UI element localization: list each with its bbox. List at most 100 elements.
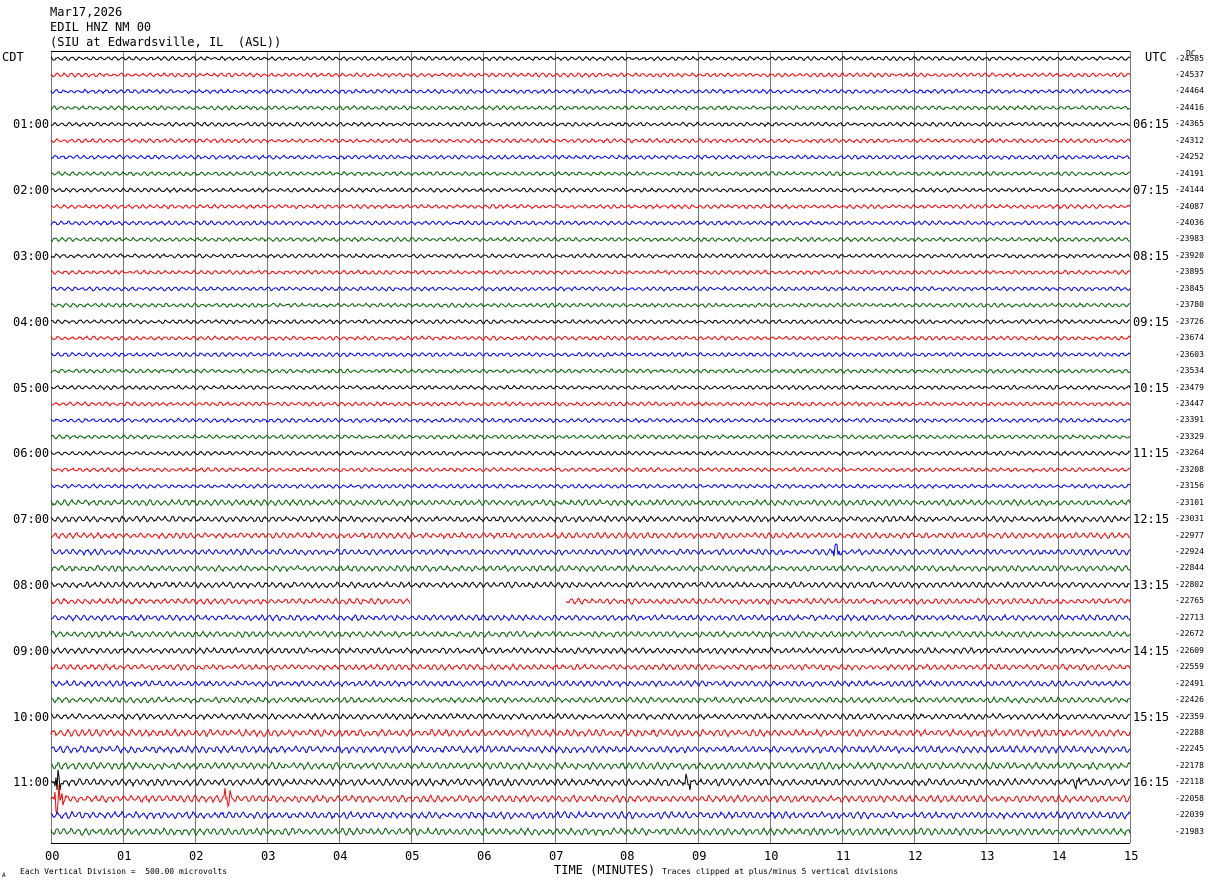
dc-offset-label: -23156 (1175, 481, 1204, 490)
dc-offset-label: -22609 (1175, 646, 1204, 655)
dc-offset-label: -24144 (1175, 185, 1204, 194)
seismic-trace (50, 679, 1131, 688)
dc-offset-label: -23895 (1175, 267, 1204, 276)
seismic-trace (50, 744, 1131, 755)
dc-offset-label: -23447 (1175, 399, 1204, 408)
left-hour-label: 07:00 (13, 512, 50, 526)
left-hour-label: 10:00 (13, 710, 50, 724)
dc-offset-label: -22802 (1175, 580, 1204, 589)
seismic-trace (50, 351, 1131, 358)
dc-offset-label: -23726 (1175, 317, 1204, 326)
seismic-trace (50, 630, 1131, 639)
seismic-trace (50, 761, 1131, 771)
right-hour-label: 11:15 (1133, 446, 1170, 460)
dc-offset-label: -23920 (1175, 251, 1204, 260)
seismic-trace (50, 580, 1130, 589)
dc-offset-label: -22977 (1175, 531, 1204, 540)
scale-note: Each Vertical Division = 500.00 microvol… (20, 867, 228, 876)
seismic-trace (50, 663, 1131, 672)
seismic-trace (50, 236, 1131, 243)
seismic-trace (50, 433, 1131, 440)
x-axis-title: TIME (MINUTES) (554, 863, 656, 877)
right-hour-label: 14:15 (1133, 644, 1170, 658)
dc-offset-label: -23479 (1175, 383, 1204, 392)
dc-offset-label: -22118 (1175, 777, 1204, 786)
seismic-trace (50, 646, 1131, 655)
x-tick-label: 15 (1124, 849, 1139, 863)
dc-offset-label: -23674 (1175, 333, 1204, 342)
location-label: (SIU at Edwardsville, IL (ASL)) (50, 35, 282, 49)
x-tick-label: 10 (764, 849, 779, 863)
dc-offset-label: -23264 (1175, 448, 1204, 457)
seismic-trace (50, 368, 1131, 375)
right-timezone-label: UTC (1145, 50, 1167, 64)
date-label: Mar17,2026 (50, 5, 123, 19)
x-tick-label: 02 (189, 849, 204, 863)
dc-offset-label: -21983 (1175, 827, 1204, 836)
x-tick-label: 07 (549, 849, 564, 863)
dc-label: DC (1186, 49, 1196, 58)
seismic-trace (50, 712, 1131, 721)
seismic-trace (50, 450, 1131, 457)
dc-offset-label: -22288 (1175, 728, 1204, 737)
x-tick-label: 13 (980, 849, 995, 863)
right-hour-label: 13:15 (1133, 578, 1170, 592)
right-hour-label: 10:15 (1133, 381, 1170, 395)
seismic-trace (50, 285, 1131, 292)
left-hour-label: 11:00 (13, 775, 50, 789)
corner-mark: A (2, 872, 6, 879)
seismic-trace (50, 531, 1131, 540)
seismic-trace (50, 810, 1131, 821)
seismic-trace (50, 483, 1131, 490)
left-hour-label: 04:00 (13, 315, 50, 329)
dc-offset-label: -22178 (1175, 761, 1204, 770)
left-timezone-label: CDT (2, 50, 24, 64)
dc-offset-label: -24191 (1175, 169, 1204, 178)
right-hour-label: 09:15 (1133, 315, 1170, 329)
dc-offset-label: -22245 (1175, 744, 1204, 753)
seismic-trace (50, 543, 1131, 557)
x-tick-label: 12 (908, 849, 923, 863)
dc-offset-label: -23983 (1175, 234, 1204, 243)
dc-offset-label: -22559 (1175, 662, 1204, 671)
seismic-trace (50, 318, 1131, 325)
dc-offset-label: -24365 (1175, 119, 1204, 128)
x-tick-label: 01 (117, 849, 132, 863)
dc-offset-label: -23329 (1175, 432, 1204, 441)
seismic-trace (50, 384, 1131, 391)
seismic-trace (50, 564, 1131, 573)
dc-offset-label: -23845 (1175, 284, 1204, 293)
seismic-trace (50, 137, 1131, 144)
x-tick-label: 11 (836, 849, 851, 863)
x-tick-label: 04 (333, 849, 348, 863)
seismic-trace (50, 613, 1131, 622)
seismic-trace (50, 170, 1131, 177)
left-hour-label: 05:00 (13, 381, 50, 395)
seismic-trace (50, 121, 1131, 128)
right-hour-label: 07:15 (1133, 183, 1170, 197)
right-hour-label: 06:15 (1133, 117, 1170, 131)
x-tick-label: 08 (620, 849, 635, 863)
dc-offset-label: -24087 (1175, 202, 1204, 211)
station-label: EDIL HNZ NM 00 (50, 20, 152, 34)
dc-offset-label: -23101 (1175, 498, 1204, 507)
seismic-trace (50, 695, 1131, 705)
x-tick-label: 14 (1052, 849, 1067, 863)
left-hour-label: 06:00 (13, 446, 50, 460)
dc-offset-label: -22359 (1175, 712, 1204, 721)
dc-offset-label: -24036 (1175, 218, 1204, 227)
dc-offset-label: -22491 (1175, 679, 1204, 688)
x-tick-label: 03 (261, 849, 276, 863)
seismic-trace (50, 104, 1131, 111)
dc-offset-label: -22672 (1175, 629, 1204, 638)
seismic-trace (50, 727, 1131, 738)
seismic-trace (50, 514, 1131, 524)
seismic-trace (50, 186, 1131, 194)
seismic-trace (50, 203, 1131, 210)
seismic-trace (50, 88, 1131, 95)
seismic-trace (50, 826, 1131, 837)
x-tick-label: 06 (477, 849, 492, 863)
dc-offset-label: -23391 (1175, 415, 1204, 424)
dc-offset-label: -22844 (1175, 563, 1204, 572)
